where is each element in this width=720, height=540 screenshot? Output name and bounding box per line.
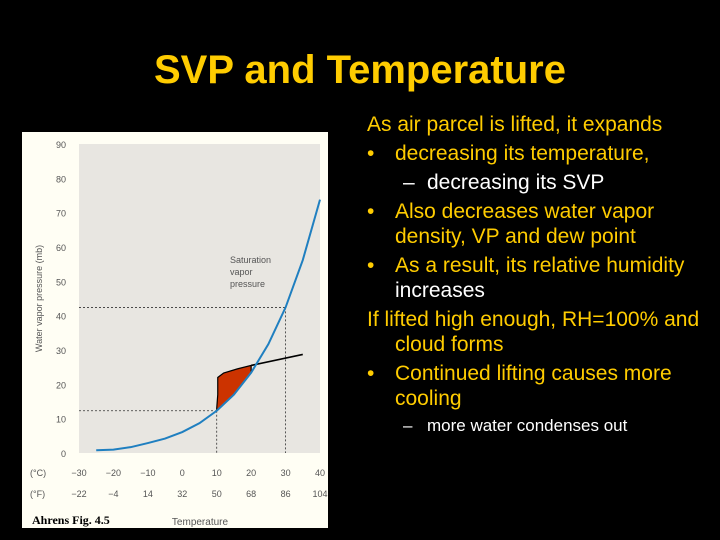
x-tick-label-f: 14 — [143, 489, 153, 499]
x-tick-label-c: −30 — [71, 468, 86, 478]
slide-body: As air parcel is lifted, it expands • de… — [367, 112, 712, 441]
bullet-vapor-text: Also decreases water vapor density, VP a… — [395, 200, 655, 248]
y-tick-label: 0 — [61, 449, 66, 459]
point-expands: As air parcel is lifted, it expands — [367, 113, 663, 136]
x-axis-label: Temperature — [172, 517, 229, 528]
y-tick-label: 20 — [56, 380, 66, 390]
svp-chart: 0 10 20 30 40 50 60 70 80 90 Water vapor pressure … — [30, 140, 328, 528]
sub-condenses-text: more water condenses out — [427, 416, 628, 435]
x-tick-label-f: 68 — [246, 489, 256, 499]
y-axis-label: Water vapor pressure (mb) — [34, 245, 44, 352]
bullet-cooling: • Continued lifting causes more cooling — [367, 361, 712, 411]
sub-condenses: – more water condenses out — [367, 415, 712, 437]
x-tick-label-c: 30 — [281, 468, 291, 478]
plot-area — [79, 144, 320, 453]
sub-svp-text: decreasing its SVP — [427, 171, 605, 194]
y-tick-label: 50 — [56, 277, 66, 287]
x-tick-label-c: 20 — [246, 468, 256, 478]
y-tick-label: 70 — [56, 209, 66, 219]
bullet-marker: • — [367, 254, 375, 277]
x-tick-label-f: 50 — [212, 489, 222, 499]
y-tick-label: 60 — [56, 243, 66, 253]
bullet-humidity: • As a result, its relative humidity inc… — [367, 253, 712, 303]
x-tick-label-f: 104 — [312, 489, 327, 499]
bullet-marker: • — [367, 362, 375, 385]
y-tick-label: 80 — [56, 174, 66, 184]
unit-fahrenheit: (°F) — [30, 489, 45, 499]
humidity-increases: increases — [395, 279, 485, 302]
parcel-line — [250, 353, 303, 367]
x-tick-label-c: −20 — [106, 468, 121, 478]
x-tick-label-f: −22 — [71, 489, 86, 499]
y-tick-label: 40 — [56, 312, 66, 322]
dash-marker: – — [403, 171, 415, 194]
bullet-vapor: • Also decreases water vapor density, VP… — [367, 199, 712, 249]
bullet-marker: • — [367, 200, 375, 223]
dash-marker: – — [403, 416, 413, 435]
y-tick-label: 10 — [56, 415, 66, 425]
bullet-marker: • — [367, 142, 375, 165]
bullet-humidity-text: As a result, its relative humidity — [395, 254, 685, 277]
x-tick-label-c: 0 — [180, 468, 185, 478]
unit-celsius: (°C) — [30, 468, 46, 478]
curve-annotation: Saturation vapor pressure — [230, 255, 271, 289]
bullet-cooling-text: Continued lifting causes more cooling — [395, 362, 672, 410]
x-tick-label-f: −4 — [108, 489, 118, 499]
svp-curve — [96, 199, 321, 452]
bullet-temperature-text: decreasing its temperature, — [395, 142, 650, 165]
x-tick-label-c: 40 — [315, 468, 325, 478]
sub-svp: – decreasing its SVP — [367, 170, 712, 195]
y-tick-label: 90 — [56, 140, 66, 150]
svp-figure: 0 10 20 30 40 50 60 70 80 90 Water vapor pressure … — [22, 132, 328, 528]
x-tick-label-f: 86 — [281, 489, 291, 499]
slide-title: SVP and Temperature — [154, 48, 566, 92]
x-tick-label-f: 32 — [177, 489, 187, 499]
x-tick-label-c: −10 — [140, 468, 155, 478]
figure-caption: Ahrens Fig. 4.5 — [32, 513, 110, 527]
y-tick-label: 30 — [56, 346, 66, 356]
bullet-temperature: • decreasing its temperature, — [367, 141, 712, 166]
x-tick-label-c: 10 — [212, 468, 222, 478]
point-cloud: If lifted high enough, RH=100% and cloud… — [367, 308, 700, 356]
